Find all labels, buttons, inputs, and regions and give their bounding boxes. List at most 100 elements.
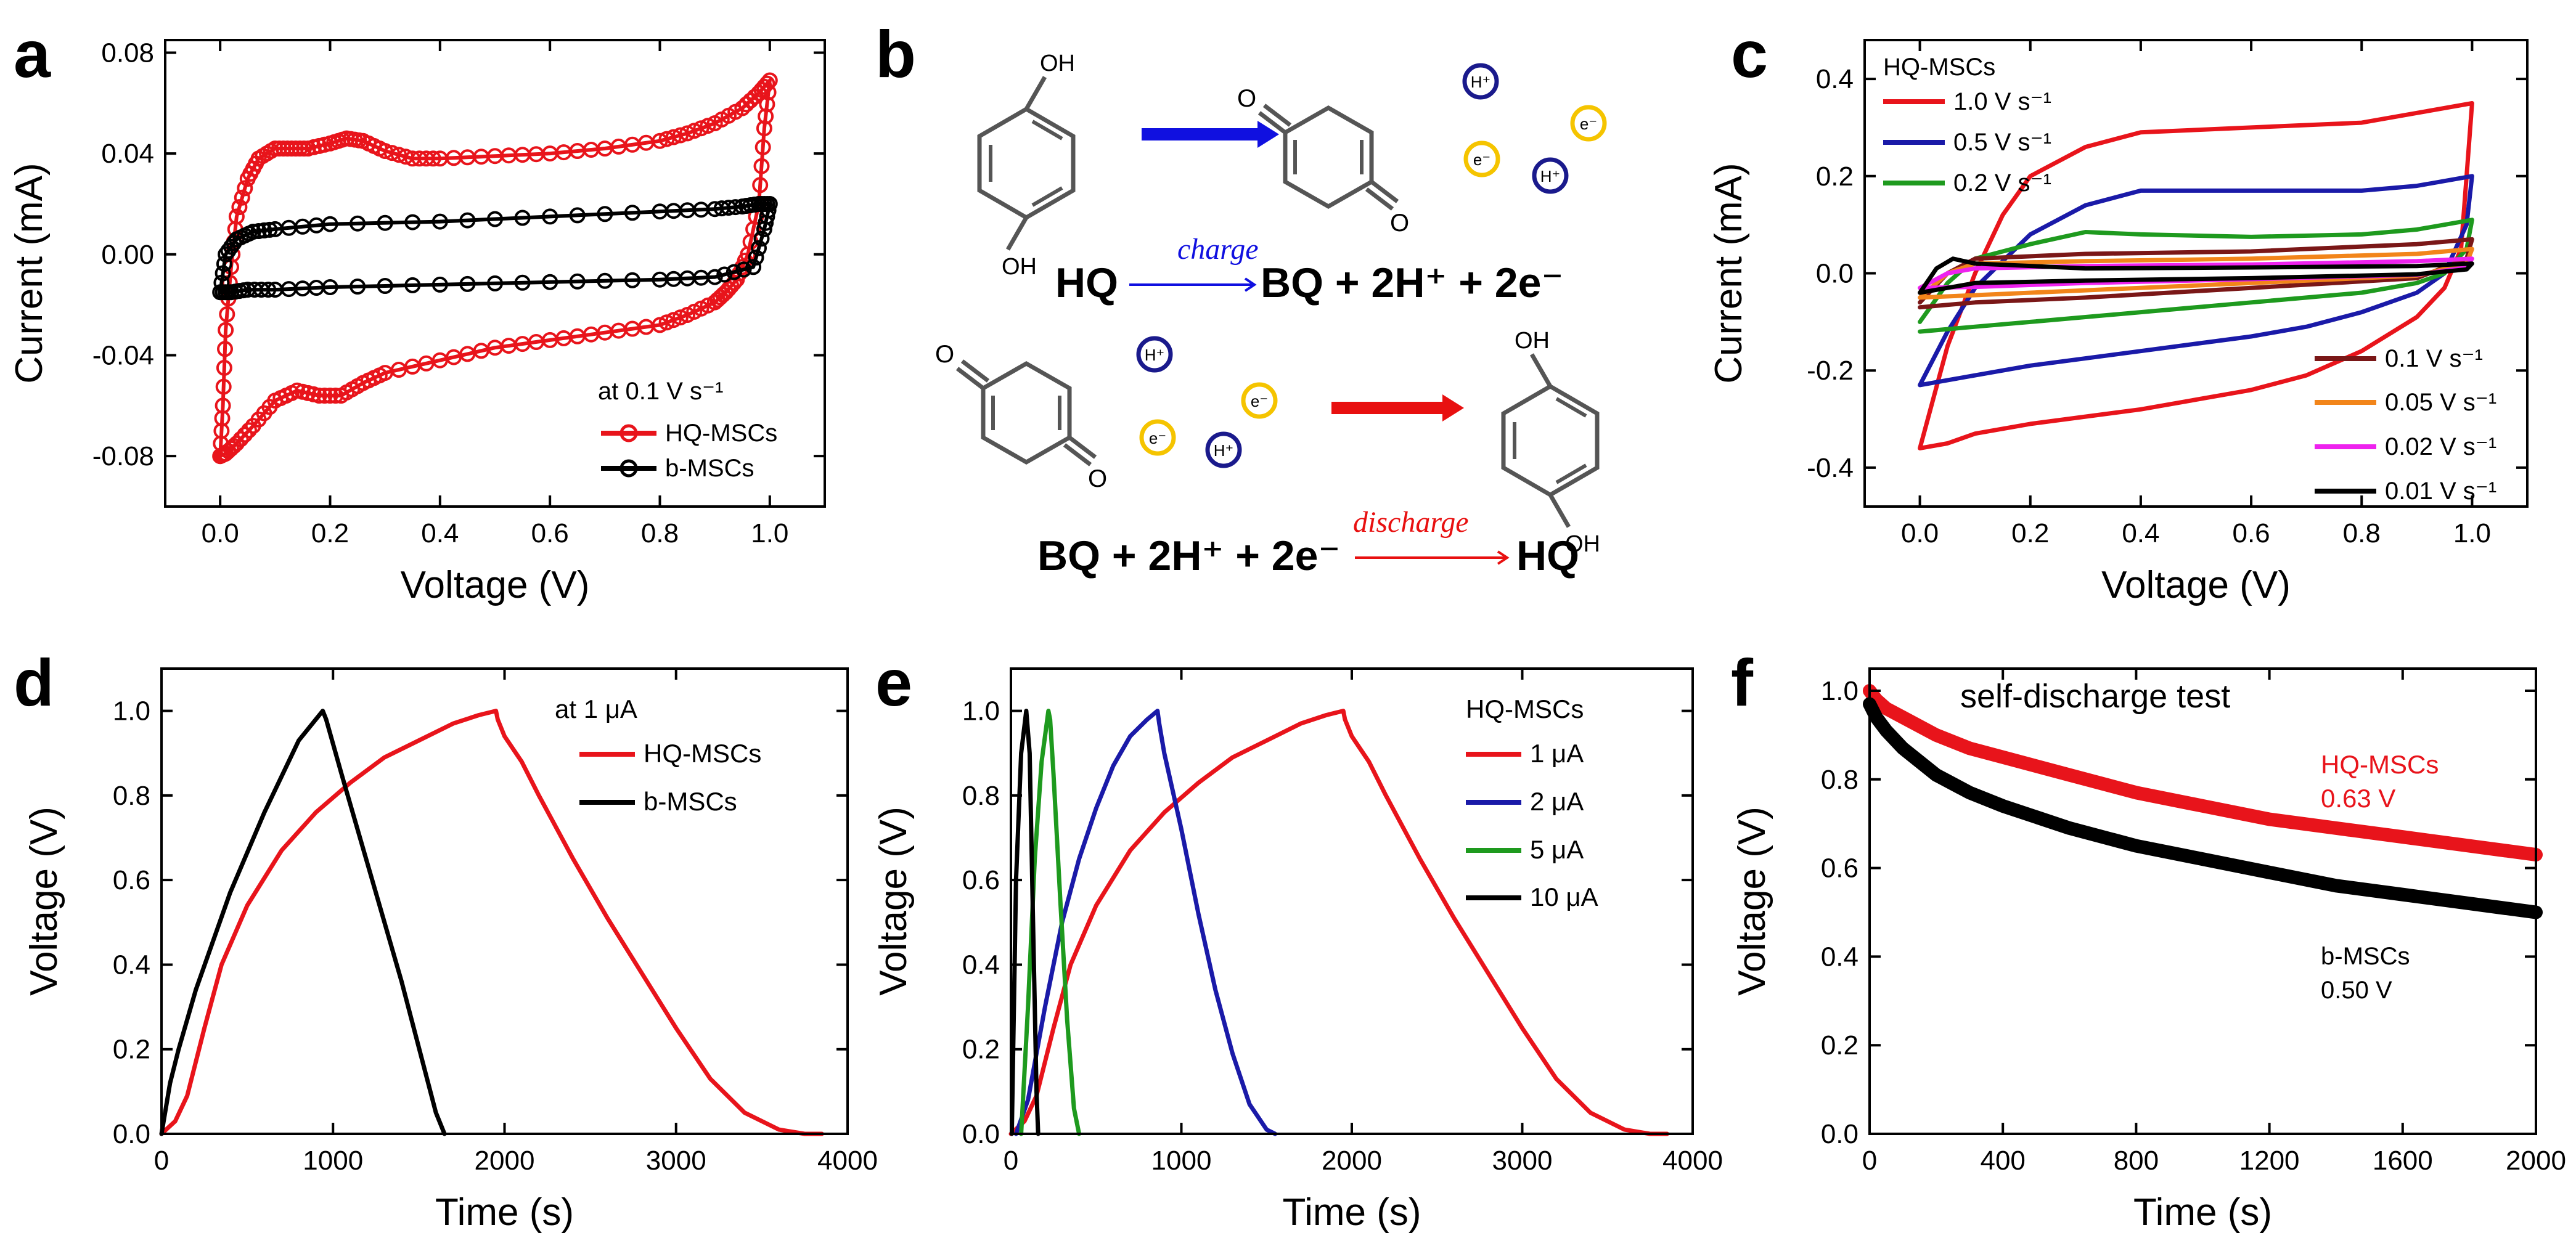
legend-label: b-MSCs [665,455,754,482]
y-tick-label: -0.08 [92,441,154,471]
data-point [569,273,586,290]
data-point [234,189,250,206]
data-point [754,139,771,155]
legend-label: 0.5 V s⁻¹ [1953,129,2051,156]
x-tick-label: 1000 [1151,1146,1212,1176]
data-point [751,240,767,256]
oh-label: OH [1002,254,1037,280]
o-label: O [1237,85,1256,112]
legend-item: 0.1 V s⁻¹ [2315,345,2483,372]
svg-text:e⁻: e⁻ [1251,392,1268,410]
chart-e-gcd-currents: 0 1000 2000 3000 4000 0.0 0.2 0.4 0.6 0.8 1.0 Time … [872,667,1723,1234]
x-tick-label: 0.8 [2343,518,2381,548]
legend-label: HQ-MSCs [644,739,761,768]
x-tick-label: 0.2 [2011,518,2049,548]
data-point [218,322,234,338]
data-point [237,180,253,197]
svg-text:H⁺: H⁺ [1145,346,1165,364]
data-point [261,221,278,238]
y-axis-label: Voltage (V) [23,807,65,996]
data-point [216,359,232,376]
data-point [760,84,777,100]
legend-label: 5 μA [1530,835,1584,864]
data-point [228,208,245,225]
data-point [753,158,770,174]
x-tick-label: 4000 [1662,1146,1723,1176]
chart-d-gcd-comparison: 0 1000 2000 3000 4000 0.0 0.2 0.4 0.6 0.8 1.0 Time … [23,667,878,1234]
data-point [752,177,769,193]
charge-arrow [1142,121,1279,148]
data-point [753,230,770,247]
data-point [759,75,775,92]
x-tick-label: 1200 [2239,1146,2300,1176]
o-label: O [935,341,954,368]
data-point [459,275,476,292]
x-tick-label: 800 [2114,1146,2159,1176]
svg-text:e⁻: e⁻ [1149,429,1166,447]
equation-discharge-reactants: BQ + 2H⁺ + 2e⁻ [1037,532,1340,579]
h-ion: H⁺ [1205,431,1242,468]
legend-label: 0.1 V s⁻¹ [2385,345,2483,372]
legend-label: b-MSCs [644,787,737,816]
y-tick-label: -0.2 [1807,356,1854,386]
panel-label-b: b [875,17,916,91]
axes-frame [1868,667,2537,1135]
data-point [542,208,558,225]
y-tick-label: 0.08 [101,38,154,68]
equation-hq-product: HQ [1516,532,1579,579]
data-point [487,275,503,291]
e-ion: e⁻ [1570,105,1607,142]
x-tick-label: 3000 [646,1146,706,1176]
legend-marker [619,424,638,442]
legend-marker [619,459,638,478]
x-axis-label: Time (s) [2133,1191,2272,1234]
x-tick-label: 0.4 [421,518,459,548]
data-point [431,213,448,230]
x-tick-label: 0.0 [1901,518,1939,548]
data-point [756,120,772,137]
y-tick-label: 0.0 [1816,259,1854,289]
y-tick-label: 1.0 [1821,676,1858,706]
svg-text:H⁺: H⁺ [1471,73,1491,91]
axes-frame [164,39,826,508]
data-point [377,214,393,231]
equation-hq: HQ [1055,259,1118,306]
oh-label: OH [1515,328,1550,354]
legend-label: 1.0 V s⁻¹ [1953,88,2051,115]
data-point [241,422,257,439]
series-markers-red [212,72,778,465]
series-line-red [1863,684,2543,861]
legend-label: 2 μA [1530,787,1584,816]
x-tick-label: 0.4 [2122,518,2159,548]
legend-item: b-MSCs [579,787,737,816]
chart-f-self-discharge: 0 400 800 1200 1600 2000 0.0 0.2 0.4 0.6 0.8 1.0 Tim… [1731,667,2566,1234]
e-ion: e⁻ [1139,419,1176,456]
data-point [756,221,772,237]
o-label: O [1088,465,1107,492]
data-point [716,266,733,283]
y-tick-label: 0.4 [962,950,1000,980]
legend-item: 1.0 V s⁻¹ [1883,88,2051,115]
discharge-label: discharge [1353,506,1469,539]
svg-text:e⁻: e⁻ [1473,150,1490,169]
svg-text:H⁺: H⁺ [1214,441,1234,460]
legend-label: 0.01 V s⁻¹ [2385,478,2496,505]
y-axis-label: Voltage (V) [1731,807,1773,996]
o-label: O [1390,210,1409,237]
legend-label: 0.02 V s⁻¹ [2385,433,2496,460]
reaction-scheme: OH OH O O O O [935,51,1607,579]
x-tick-label: 0 [154,1146,169,1176]
data-point [672,127,689,144]
data-point [404,277,421,293]
data-point [215,378,232,395]
y-tick-label: 0.2 [962,1035,1000,1065]
legend-item: 0.05 V s⁻¹ [2315,389,2496,416]
x-axis-label: Voltage (V) [401,564,590,606]
data-point [569,207,586,224]
legend-item: HQ-MSCs [601,420,777,447]
data-point [672,309,689,326]
legend-title: at 0.1 V s⁻¹ [598,378,723,405]
legend-title: HQ-MSCs [1883,54,1995,81]
y-axis-label: Voltage (V) [872,807,915,996]
data-point [231,199,248,216]
